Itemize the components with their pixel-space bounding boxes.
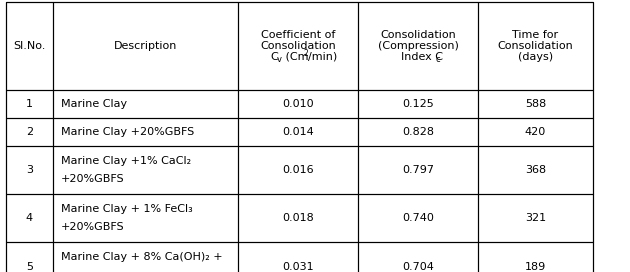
Text: /min): /min) <box>308 51 337 61</box>
Text: 0.797: 0.797 <box>402 165 434 175</box>
Text: Description: Description <box>114 41 177 51</box>
Text: +20%GBFS: +20%GBFS <box>61 222 125 232</box>
Bar <box>478 194 593 242</box>
Text: 588: 588 <box>525 99 546 109</box>
Text: 0.018: 0.018 <box>282 213 314 223</box>
Bar <box>238 194 358 242</box>
Bar <box>238 118 358 146</box>
Text: 0.016: 0.016 <box>282 165 314 175</box>
Text: Marine Clay +1% CaCl₂: Marine Clay +1% CaCl₂ <box>61 156 191 166</box>
Bar <box>6 2 53 90</box>
Text: v: v <box>277 54 282 63</box>
Bar <box>358 90 478 118</box>
Text: 0.031: 0.031 <box>282 262 314 272</box>
Bar <box>238 146 358 194</box>
Bar <box>53 90 238 118</box>
Text: 0.014: 0.014 <box>282 127 314 137</box>
Text: (days): (days) <box>518 51 553 61</box>
Text: (Cm: (Cm <box>282 51 309 61</box>
Text: Consolidation: Consolidation <box>498 41 573 51</box>
Text: 321: 321 <box>525 213 546 223</box>
Text: 2: 2 <box>304 49 309 58</box>
Text: (Compression): (Compression) <box>377 41 459 51</box>
Text: 5: 5 <box>26 262 33 272</box>
Text: 368: 368 <box>525 165 546 175</box>
Bar <box>478 146 593 194</box>
Bar <box>53 194 238 242</box>
Text: Sl.No.: Sl.No. <box>13 41 46 51</box>
Bar <box>358 146 478 194</box>
Text: Consolidation: Consolidation <box>380 30 456 41</box>
Text: 0.704: 0.704 <box>402 262 434 272</box>
Text: 3: 3 <box>26 165 33 175</box>
Bar <box>6 242 53 272</box>
Text: 189: 189 <box>525 262 546 272</box>
Bar <box>238 242 358 272</box>
Text: C: C <box>270 51 278 61</box>
Text: 4: 4 <box>26 213 33 223</box>
Text: 1: 1 <box>26 99 33 109</box>
Bar <box>53 146 238 194</box>
Text: +20%GBFS: +20%GBFS <box>61 174 125 184</box>
Text: Coefficient of: Coefficient of <box>261 30 335 41</box>
Bar <box>478 90 593 118</box>
Text: 420: 420 <box>525 127 546 137</box>
Bar <box>53 118 238 146</box>
Bar <box>6 146 53 194</box>
Text: 2: 2 <box>26 127 33 137</box>
Bar <box>6 118 53 146</box>
Text: Marine Clay + 1% FeCl₃: Marine Clay + 1% FeCl₃ <box>61 204 193 214</box>
Text: Marine Clay + 8% Ca(OH)₂ +: Marine Clay + 8% Ca(OH)₂ + <box>61 252 222 262</box>
Bar <box>238 90 358 118</box>
Bar <box>358 194 478 242</box>
Text: Marine Clay: Marine Clay <box>61 99 127 109</box>
Text: 20%GBFS: 20%GBFS <box>61 271 115 272</box>
Text: Marine Clay +20%GBFS: Marine Clay +20%GBFS <box>61 127 194 137</box>
Text: c: c <box>435 54 440 63</box>
Bar <box>358 242 478 272</box>
Text: Time for: Time for <box>512 30 559 41</box>
Text: 0.740: 0.740 <box>402 213 434 223</box>
Bar <box>478 242 593 272</box>
Text: 0.010: 0.010 <box>282 99 314 109</box>
Text: 0.125: 0.125 <box>402 99 434 109</box>
Bar <box>6 194 53 242</box>
Text: 0.828: 0.828 <box>402 127 434 137</box>
Bar <box>53 242 238 272</box>
Bar <box>358 2 478 90</box>
Bar <box>6 90 53 118</box>
Bar <box>358 118 478 146</box>
Bar <box>478 118 593 146</box>
Text: Consolidation: Consolidation <box>260 41 336 51</box>
Bar <box>238 2 358 90</box>
Text: Index C: Index C <box>401 51 443 61</box>
Bar <box>478 2 593 90</box>
Bar <box>53 2 238 90</box>
